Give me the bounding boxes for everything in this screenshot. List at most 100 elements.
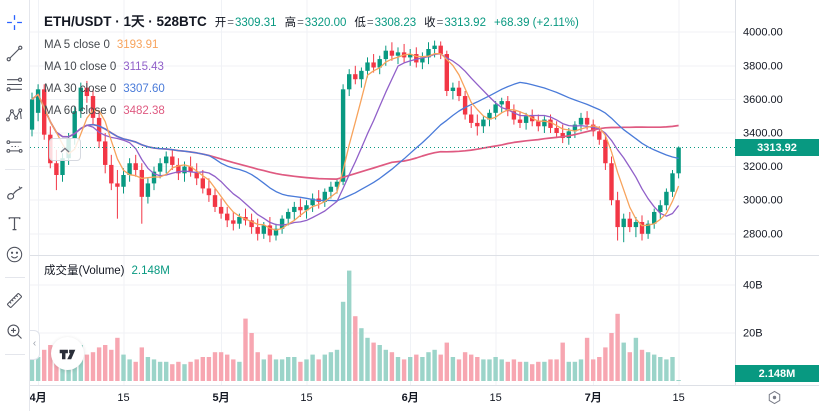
collapse-chevron-button[interactable] (49, 138, 81, 161)
candle-body (536, 121, 541, 127)
xabcd-pattern-tool[interactable] (2, 100, 28, 131)
candle-body (115, 183, 120, 187)
candle-body (426, 49, 431, 58)
candle-body (517, 119, 523, 123)
volume-bar (420, 357, 425, 381)
toolbar-divider (4, 354, 25, 355)
axis-settings-button[interactable] (766, 389, 783, 406)
candle-body (249, 220, 254, 228)
candle-body (103, 141, 108, 165)
candle-body (54, 163, 59, 175)
price-tick-label: 3600.00 (743, 94, 783, 106)
volume-value: 2.148M (131, 265, 170, 277)
tradingview-logo-icon (59, 349, 76, 360)
projection-tool[interactable] (2, 131, 28, 162)
volume-tick-label: 20B (743, 328, 763, 340)
last-volume-badge: 2.148M (735, 365, 819, 382)
volume-bar (658, 357, 663, 381)
volume-bar (188, 361, 193, 381)
candle-body (499, 101, 504, 105)
candle-body (414, 54, 419, 63)
candle-body (676, 147, 681, 174)
volume-bar (627, 352, 632, 381)
candle-body (450, 87, 456, 91)
candle-body (365, 62, 370, 71)
volume-bar (554, 359, 559, 381)
candle-body (261, 225, 266, 234)
volume-bar (371, 342, 376, 381)
indicator-label: MA 5 close 0 (44, 39, 110, 51)
volume-bar (96, 347, 102, 381)
indicator-value: 3307.60 (123, 83, 165, 95)
chart-region: 4000.00 3800.00 3600.00 3400.00 3200.00 3000.… (30, 0, 819, 411)
candle-body (292, 206, 297, 212)
ma-line-10 (31, 53, 680, 226)
candle-body (182, 166, 187, 174)
candle-body (603, 139, 608, 164)
price-tick-label: 2800.00 (743, 228, 783, 240)
volume-bar (84, 354, 90, 381)
candle-body (469, 114, 474, 123)
chart-canvas[interactable]: 4000.00 3800.00 3600.00 3400.00 3200.00 3000.… (30, 0, 819, 411)
text-tool[interactable] (2, 208, 28, 239)
zoom-in-tool[interactable] (2, 316, 28, 347)
volume-bar (54, 352, 59, 381)
crosshair-tool[interactable] (2, 7, 28, 38)
ohlc-close: 收=3313.92 (424, 17, 486, 29)
volume-bar (225, 354, 230, 381)
time-tick-label: 15 (672, 392, 684, 404)
trend-line-tool[interactable] (2, 38, 28, 69)
ohlc-open: 开=3309.31 (214, 17, 277, 29)
volume-bar (194, 359, 199, 381)
volume-bar (261, 359, 266, 381)
candle-body (109, 164, 114, 184)
candle-body (523, 116, 529, 123)
horizontal-lines-tool[interactable] (2, 69, 28, 100)
symbol-title[interactable]: ETH/USDT · 1天 · 528BTC (44, 14, 207, 29)
time-tick-label: 4月 (30, 391, 47, 404)
ohlc-high: 高=3320.00 (284, 17, 347, 29)
candle-body (548, 119, 553, 128)
volume-bar (456, 359, 462, 381)
volume-label: 成交量(Volume) (44, 265, 125, 277)
candle-body (170, 156, 175, 165)
pane-hide-tab[interactable]: ‹ (30, 330, 40, 360)
candle-body (304, 205, 309, 211)
emoji-tool[interactable] (2, 239, 28, 270)
volume-bar (127, 359, 132, 381)
brush-tool[interactable] (2, 177, 28, 208)
candle-body (383, 50, 388, 60)
volume-bar (273, 359, 279, 381)
volume-bar (151, 359, 157, 381)
candle-body (560, 133, 565, 139)
ruler-tool[interactable] (2, 285, 28, 316)
candle-body (334, 181, 340, 187)
indicator-ma30[interactable]: MA 30 close 0 3307.60 (44, 82, 579, 96)
volume-bar (279, 359, 285, 381)
volume-bar (365, 337, 370, 381)
indicator-ma10[interactable]: MA 10 close 0 3115.43 (44, 60, 579, 74)
candle-body (200, 178, 205, 189)
volume-bar (115, 337, 120, 381)
candle-body (670, 173, 675, 192)
indicator-ma60[interactable]: MA 60 close 0 3482.38 (44, 104, 579, 118)
volume-bar (414, 354, 419, 381)
volume-bar (597, 357, 602, 381)
volume-bar (212, 352, 218, 381)
tradingview-logo[interactable] (51, 337, 84, 370)
volume-bar (42, 349, 47, 381)
volume-legend[interactable]: 成交量(Volume) 2.148M (44, 262, 170, 278)
volume-bar (249, 333, 254, 381)
candle-body (35, 89, 41, 113)
indicator-ma5[interactable]: MA 5 close 0 3193.91 (44, 38, 579, 52)
candle-body (30, 99, 35, 130)
volume-bar (395, 357, 401, 381)
volume-bar (347, 270, 352, 381)
candle-body (157, 163, 163, 172)
volume-bar (481, 359, 486, 381)
candle-body (652, 211, 657, 224)
volume-bar (377, 345, 382, 381)
indicator-value: 3193.91 (116, 39, 159, 51)
candle-body (505, 101, 510, 112)
